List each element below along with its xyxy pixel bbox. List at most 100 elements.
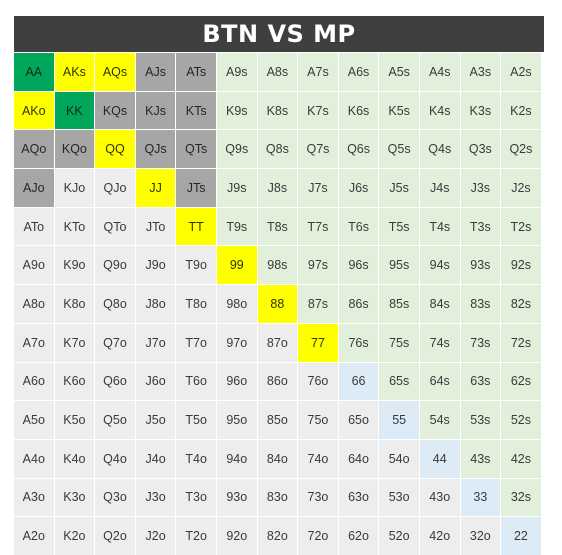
hand-cell-a8s: A8s bbox=[257, 53, 298, 91]
hand-cell-64s: 64s bbox=[419, 362, 460, 401]
hand-cell-j7o: J7o bbox=[135, 323, 176, 362]
hand-cell-53o: 53o bbox=[379, 478, 419, 517]
hand-cell-63s: 63s bbox=[460, 362, 501, 401]
hand-cell-j6o: J6o bbox=[135, 362, 176, 401]
hand-cell-74s: 74s bbox=[419, 323, 460, 362]
hand-cell-a6o: A6o bbox=[14, 362, 54, 401]
hand-cell-42s: 42s bbox=[501, 439, 541, 478]
hand-cell-j2s: J2s bbox=[501, 169, 541, 207]
hand-cell-a2s: A2s bbox=[501, 53, 541, 91]
hand-cell-k4s: K4s bbox=[419, 91, 460, 130]
hand-cell-a3o: A3o bbox=[14, 478, 54, 517]
hand-cell-55: 55 bbox=[379, 401, 419, 439]
hand-cell-76s: 76s bbox=[338, 323, 379, 362]
hand-cell-43o: 43o bbox=[419, 478, 460, 517]
hand-cell-q5s: Q5s bbox=[379, 130, 419, 169]
hand-cell-32s: 32s bbox=[501, 478, 541, 517]
hand-cell-72o: 72o bbox=[298, 517, 338, 555]
hand-cell-42o: 42o bbox=[419, 517, 460, 555]
hand-cell-j3s: J3s bbox=[460, 169, 501, 207]
hand-cell-q6s: Q6s bbox=[338, 130, 379, 169]
hand-cell-76o: 76o bbox=[298, 362, 338, 401]
hand-cell-a3s: A3s bbox=[460, 53, 501, 91]
hand-cell-ats: ATs bbox=[176, 53, 216, 91]
hand-cell-87s: 87s bbox=[298, 285, 338, 323]
hand-cell-t4s: T4s bbox=[419, 207, 460, 246]
hand-cell-ato: ATo bbox=[14, 207, 54, 246]
hand-cell-a4o: A4o bbox=[14, 439, 54, 478]
hand-cell-88: 88 bbox=[257, 285, 298, 323]
hand-cell-t8s: T8s bbox=[257, 207, 298, 246]
hand-cell-k8o: K8o bbox=[54, 285, 95, 323]
hand-cell-q9o: Q9o bbox=[95, 246, 135, 285]
hand-cell-k5s: K5s bbox=[379, 91, 419, 130]
hand-cell-73s: 73s bbox=[460, 323, 501, 362]
hand-cell-93o: 93o bbox=[216, 478, 257, 517]
hand-cell-98o: 98o bbox=[216, 285, 257, 323]
hand-cell-kjs: KJs bbox=[135, 91, 176, 130]
hand-cell-q2s: Q2s bbox=[501, 130, 541, 169]
hand-cell-k8s: K8s bbox=[257, 91, 298, 130]
hand-cell-q7o: Q7o bbox=[95, 323, 135, 362]
hand-cell-t3o: T3o bbox=[176, 478, 216, 517]
hand-cell-k7o: K7o bbox=[54, 323, 95, 362]
hand-cell-92s: 92s bbox=[501, 246, 541, 285]
hand-cell-52s: 52s bbox=[501, 401, 541, 439]
hand-cell-22: 22 bbox=[501, 517, 541, 555]
hand-cell-a9o: A9o bbox=[14, 246, 54, 285]
hand-cell-jto: JTo bbox=[135, 207, 176, 246]
hand-cell-k2s: K2s bbox=[501, 91, 541, 130]
hand-cell-kjo: KJo bbox=[54, 169, 95, 207]
hand-cell-53s: 53s bbox=[460, 401, 501, 439]
hand-cell-aa: AA bbox=[14, 53, 54, 91]
hand-cell-j9o: J9o bbox=[135, 246, 176, 285]
hand-cell-64o: 64o bbox=[338, 439, 379, 478]
hand-cell-96o: 96o bbox=[216, 362, 257, 401]
hand-cell-t4o: T4o bbox=[176, 439, 216, 478]
hand-cell-ajs: AJs bbox=[135, 53, 176, 91]
hand-cell-k7s: K7s bbox=[298, 91, 338, 130]
hand-cell-85o: 85o bbox=[257, 401, 298, 439]
hand-cell-a8o: A8o bbox=[14, 285, 54, 323]
hand-cell-85s: 85s bbox=[379, 285, 419, 323]
hand-cell-jj: JJ bbox=[135, 169, 176, 207]
hand-cell-j3o: J3o bbox=[135, 478, 176, 517]
hand-cell-95o: 95o bbox=[216, 401, 257, 439]
hand-cell-t7s: T7s bbox=[298, 207, 338, 246]
hand-cell-k6o: K6o bbox=[54, 362, 95, 401]
hand-cell-72s: 72s bbox=[501, 323, 541, 362]
hand-cell-65s: 65s bbox=[379, 362, 419, 401]
hand-cell-97o: 97o bbox=[216, 323, 257, 362]
hand-cell-77: 77 bbox=[298, 323, 338, 362]
hand-cell-94s: 94s bbox=[419, 246, 460, 285]
hand-cell-k9s: K9s bbox=[216, 91, 257, 130]
hand-cell-j2o: J2o bbox=[135, 517, 176, 555]
hand-cell-75o: 75o bbox=[298, 401, 338, 439]
hand-cell-32o: 32o bbox=[460, 517, 501, 555]
hand-cell-44: 44 bbox=[419, 439, 460, 478]
hand-cell-99: 99 bbox=[216, 246, 257, 285]
hand-cell-qq: QQ bbox=[95, 130, 135, 169]
hand-cell-q7s: Q7s bbox=[298, 130, 338, 169]
hand-cell-j8o: J8o bbox=[135, 285, 176, 323]
hand-cell-j9s: J9s bbox=[216, 169, 257, 207]
hand-cell-a5s: A5s bbox=[379, 53, 419, 91]
hand-cell-63o: 63o bbox=[338, 478, 379, 517]
hand-cell-86s: 86s bbox=[338, 285, 379, 323]
hand-cell-82o: 82o bbox=[257, 517, 298, 555]
hand-cell-54o: 54o bbox=[379, 439, 419, 478]
hand-cell-96s: 96s bbox=[338, 246, 379, 285]
hand-cell-98s: 98s bbox=[257, 246, 298, 285]
hand-cell-a7s: A7s bbox=[298, 53, 338, 91]
hand-cell-k5o: K5o bbox=[54, 401, 95, 439]
hand-cell-j7s: J7s bbox=[298, 169, 338, 207]
hand-cell-q4s: Q4s bbox=[419, 130, 460, 169]
hand-cell-qto: QTo bbox=[95, 207, 135, 246]
hand-cell-82s: 82s bbox=[501, 285, 541, 323]
hand-cell-q8s: Q8s bbox=[257, 130, 298, 169]
hand-cell-aqo: AQo bbox=[14, 130, 54, 169]
hand-cell-j6s: J6s bbox=[338, 169, 379, 207]
hand-cell-j4s: J4s bbox=[419, 169, 460, 207]
hand-cell-q9s: Q9s bbox=[216, 130, 257, 169]
hand-cell-k9o: K9o bbox=[54, 246, 95, 285]
